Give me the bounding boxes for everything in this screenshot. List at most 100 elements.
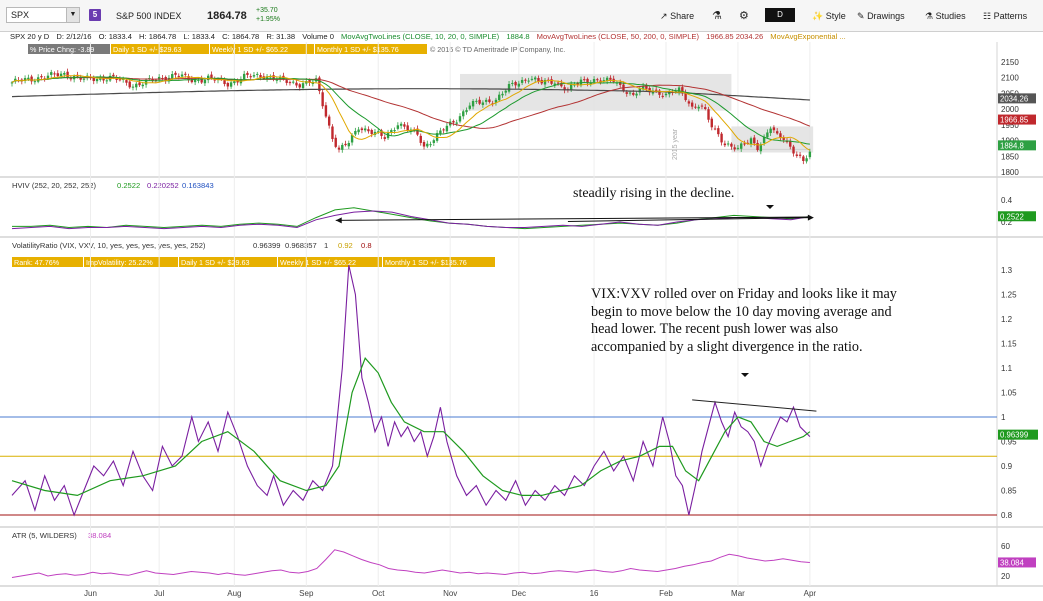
daily-sd-box (111, 44, 209, 54)
month-tick-aug: Aug (227, 589, 241, 598)
candle-body (534, 77, 537, 80)
vr-monthly-box (383, 257, 495, 267)
bar-high: H: 1864.78 (139, 32, 177, 41)
candle-body (82, 78, 86, 80)
candle-body (354, 130, 357, 135)
candle-body (475, 100, 478, 102)
candle-body (619, 81, 622, 85)
candle-body (144, 79, 148, 85)
vr-title: VolatilityRatio (VIX, VXV, 10, yes, yes,… (12, 241, 206, 250)
candle-body (422, 142, 426, 147)
candle-body (661, 95, 664, 97)
beaker-icon: ⚗ (925, 11, 934, 21)
candle-body (759, 144, 763, 152)
candle-body (723, 143, 727, 146)
candle-body (605, 77, 609, 82)
style-button[interactable]: ✨ Style (812, 8, 846, 24)
drawings-button[interactable]: ✎ Drawings (857, 8, 905, 24)
candle-body (504, 90, 507, 93)
ma50-line (11, 76, 811, 129)
symbol-badge[interactable]: 5 (89, 9, 101, 21)
hviv-tick-0.4: 0.4 (1001, 196, 1013, 205)
price-tick-1950: 1950 (1001, 121, 1019, 130)
atr-tick-60: 60 (1001, 542, 1010, 551)
atr-tick-20: 20 (1001, 572, 1010, 581)
candle-body (550, 79, 553, 84)
candle-body (174, 72, 177, 75)
candle-body (435, 133, 439, 141)
candle-body (275, 79, 279, 81)
hviv-v1: 0.2522 (117, 181, 140, 190)
candle-body (694, 106, 697, 108)
candle-body (442, 129, 445, 131)
hviv-value-tag-text: 0.2522 (1000, 212, 1024, 221)
candle-body (56, 73, 59, 77)
patterns-button[interactable]: ☷ Patterns (983, 8, 1027, 24)
candle-body (154, 79, 158, 81)
candle-body (478, 99, 481, 104)
candle-body (10, 82, 14, 84)
candle-body (426, 143, 429, 147)
candle-body (246, 72, 249, 75)
candle-body (200, 78, 203, 83)
candle-body (638, 88, 642, 93)
candle-body (736, 147, 740, 149)
candle-body (79, 77, 82, 80)
candle-body (403, 124, 406, 127)
share-button[interactable]: ↗ Share (660, 8, 694, 24)
candle-body (197, 80, 200, 82)
candle-body (350, 134, 354, 143)
info-line: SPX 20 y D D: 2/12/16 O: 1833.4 H: 1864.… (0, 32, 1043, 42)
studies-label: Studies (935, 11, 966, 21)
candle-body (779, 133, 782, 139)
candle-body (452, 120, 455, 123)
candle-body (386, 132, 390, 139)
candle-body (772, 127, 776, 131)
symbol-input[interactable]: SPX ▼ (6, 7, 80, 23)
vr-value-tag (998, 429, 1038, 440)
month-tick-mar: Mar (731, 589, 745, 598)
vr-tick-0.9: 0.9 (1001, 462, 1013, 471)
dynamic-marks: Jun Jul Aug Sep Oct Nov Dec 16 Feb Mar Apr 2150 2100… (0, 42, 1038, 598)
candle-body (334, 137, 337, 147)
candle-body (396, 125, 400, 129)
net-change: +35.70 (256, 7, 278, 14)
candle-body (419, 135, 422, 143)
gear-icon[interactable]: ⚙ (739, 10, 749, 22)
candle-body (795, 154, 798, 156)
vr-labels: Rank: 47.76% ImpVolatility: 25.22% Daily… (12, 257, 495, 267)
candle-body (27, 77, 30, 80)
studies-button[interactable]: ⚗ Studies (925, 8, 966, 24)
vr-tick-0.85: 0.85 (1001, 487, 1017, 496)
candle-body (455, 122, 458, 124)
ma1-label: MovAvgTwoLines (CLOSE, 10, 20, 0, SIMPLE… (341, 32, 500, 41)
aggregation-selector[interactable]: D (765, 8, 795, 22)
candle-body (511, 82, 514, 84)
candle-body (406, 125, 409, 131)
price-pane-labels: % Price Chng: -3.89 Daily 1 SD +/- $29.6… (28, 44, 679, 160)
month-tick-oct: Oct (372, 589, 385, 598)
candle-body (501, 93, 504, 96)
candle-body (171, 74, 174, 79)
candle-body (112, 74, 115, 77)
candle-body (439, 130, 442, 134)
candle-body (808, 151, 812, 158)
candle-body (118, 79, 122, 81)
chevron-down-icon[interactable]: ▼ (66, 8, 79, 22)
candle-body (668, 91, 671, 95)
candle-body (481, 102, 485, 105)
candle-body (710, 118, 713, 128)
vr-value-tag-text: 0.96399 (1000, 431, 1028, 440)
candle-body (798, 154, 802, 156)
bar-volume: Volume 0 (302, 32, 334, 41)
candle-body (278, 76, 282, 80)
candle-body (462, 111, 465, 117)
candle-body (681, 87, 684, 94)
year-marker: 2015 year (672, 128, 679, 160)
candle-body (105, 80, 109, 82)
vr-tick-0.95: 0.95 (1001, 438, 1017, 447)
flask-icon[interactable]: ⚗ (712, 10, 722, 22)
atr-v1: 38.084 (88, 531, 111, 540)
candle-body (769, 128, 772, 134)
